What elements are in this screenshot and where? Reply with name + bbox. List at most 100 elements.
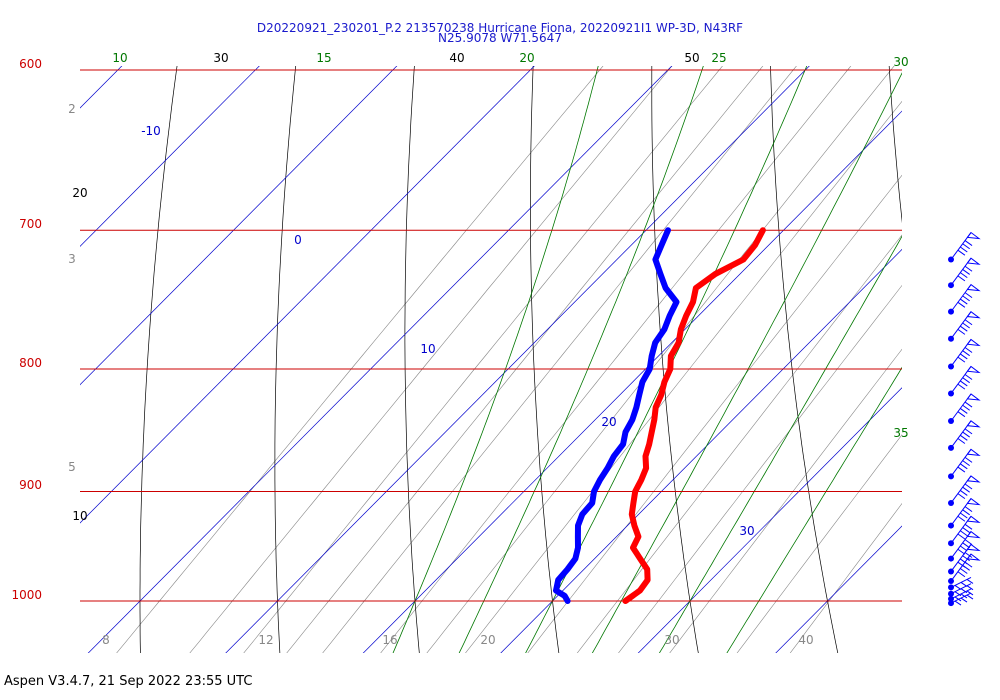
dry-adiabat-label: 20: [72, 186, 87, 200]
isotherm-label: -10: [141, 124, 161, 138]
dry-adiabat-label: 10: [72, 509, 87, 523]
wind-barb: [948, 365, 981, 397]
mixing-ratio-label: 3: [68, 252, 76, 266]
dry-adiabat-label: 30: [213, 51, 228, 65]
isotherm: [87, 66, 673, 653]
moist-adiabat: [458, 66, 704, 653]
moist-adiabat: [726, 366, 902, 653]
wind-barb: [948, 497, 981, 529]
temperature-profile: [622, 227, 766, 604]
mixing-ratio-line: [789, 503, 902, 653]
moist-adiabat-label: 25: [711, 51, 726, 65]
isotherm-label: 20: [601, 415, 616, 429]
isobars: [80, 69, 902, 602]
dry-adiabat: [888, 66, 902, 224]
dry-adiabat: [404, 66, 420, 653]
bottom-tick-label: 12: [258, 633, 273, 647]
pressure-label-1000: 1000: [11, 588, 42, 602]
dry-adiabat: [770, 66, 839, 653]
mixing-ratio-lines: [116, 66, 902, 653]
isotherm-label: 10: [420, 342, 435, 356]
mixing-ratio-line: [426, 66, 895, 653]
mixing-ratio-line: [527, 174, 902, 653]
moist-adiabat-label: 20: [519, 51, 534, 65]
bottom-tick-label: 8: [102, 633, 110, 647]
dry-adiabat: [530, 66, 560, 653]
mixing-ratio-line: [243, 66, 723, 653]
mixing-ratio-line: [322, 66, 797, 653]
isotherm: [80, 66, 123, 109]
mixing-ratio-line: [380, 66, 852, 653]
moist-adiabat-label: 35: [893, 426, 908, 440]
wind-barb: [948, 530, 981, 562]
wind-barb: [948, 231, 981, 263]
wind-barb: [948, 257, 981, 289]
wind-barbs: [948, 231, 981, 607]
chart-subtitle-location: N25.9078 W71.5647: [438, 31, 562, 45]
wind-barb: [948, 283, 981, 315]
pressure-label-900: 900: [19, 478, 42, 492]
sounding-profiles: [553, 227, 766, 604]
mixing-ratio-line: [286, 66, 764, 653]
isotherm: [905, 0, 1000, 662]
software-footer: Aspen V3.4.7, 21 Sep 2022 23:55 UTC: [4, 674, 253, 689]
moist-adiabat-label: 15: [316, 51, 331, 65]
isotherm: [80, 66, 398, 386]
dry-adiabat: [274, 66, 297, 653]
pressure-label-600: 600: [19, 57, 42, 71]
wind-barb: [948, 592, 974, 607]
isotherm: [0, 0, 52, 662]
isotherm: [80, 66, 535, 524]
mixing-ratio-line: [618, 284, 902, 653]
dry-adiabat: [1, 0, 71, 662]
moist-adiabat-label: 10: [112, 51, 127, 65]
dry-adiabat-label: 50: [684, 51, 699, 65]
dry-adiabat: [139, 66, 178, 653]
mixing-ratio-line: [189, 66, 673, 653]
wind-barb: [948, 448, 981, 480]
bottom-tick-label: 30: [664, 633, 679, 647]
bottom-tick-label: 16: [382, 633, 397, 647]
wind-barb: [948, 515, 981, 547]
axis-labels: 600 700 800 900 1000 8 12 16 20 30 40 -10 0 10 20 30 10 2…: [11, 51, 908, 647]
isotherm: [362, 110, 902, 653]
moist-adiabat: [658, 235, 902, 653]
isotherm: [225, 66, 810, 653]
isotherm: [637, 387, 902, 653]
moist-adiabat: [392, 66, 599, 653]
mixing-ratio-line: [576, 234, 902, 653]
isotherm-label: 0: [294, 233, 302, 247]
wind-barb: [948, 475, 981, 506]
pressure-label-800: 800: [19, 356, 42, 370]
dry-adiabats: [1, 0, 902, 662]
wind-barb: [948, 393, 981, 424]
wind-barb: [948, 576, 974, 591]
mixing-ratio-line: [465, 100, 902, 653]
moist-adiabats: [392, 66, 902, 653]
wind-barb: [948, 543, 981, 575]
mixing-ratio-line: [116, 66, 604, 653]
wind-barb: [948, 553, 981, 585]
bottom-tick-label: 20: [480, 633, 495, 647]
mixing-ratio-label: 5: [68, 460, 76, 474]
moist-adiabat: [591, 72, 902, 653]
pressure-label-700: 700: [19, 217, 42, 231]
wind-barb: [948, 338, 981, 370]
moist-adiabat-label: 30: [893, 55, 908, 69]
wind-barb: [948, 583, 974, 597]
wind-barb: [948, 420, 981, 451]
chart-title: D20220921_230201_P.2 213570238 Hurricane…: [256, 21, 744, 35]
dewpoint-profile: [553, 227, 680, 604]
mixing-ratio-line: [669, 348, 902, 653]
isotherms: [0, 0, 1000, 662]
mixing-ratio-label: 2: [68, 102, 76, 116]
dry-adiabat-label: 40: [449, 51, 464, 65]
isotherm: [80, 66, 260, 247]
wind-barb: [948, 311, 981, 342]
wind-barb: [948, 588, 974, 602]
isotherm-label: 30: [739, 524, 754, 538]
bottom-tick-label: 40: [798, 633, 813, 647]
isotherm: [775, 525, 902, 653]
isotherm: [500, 248, 902, 653]
